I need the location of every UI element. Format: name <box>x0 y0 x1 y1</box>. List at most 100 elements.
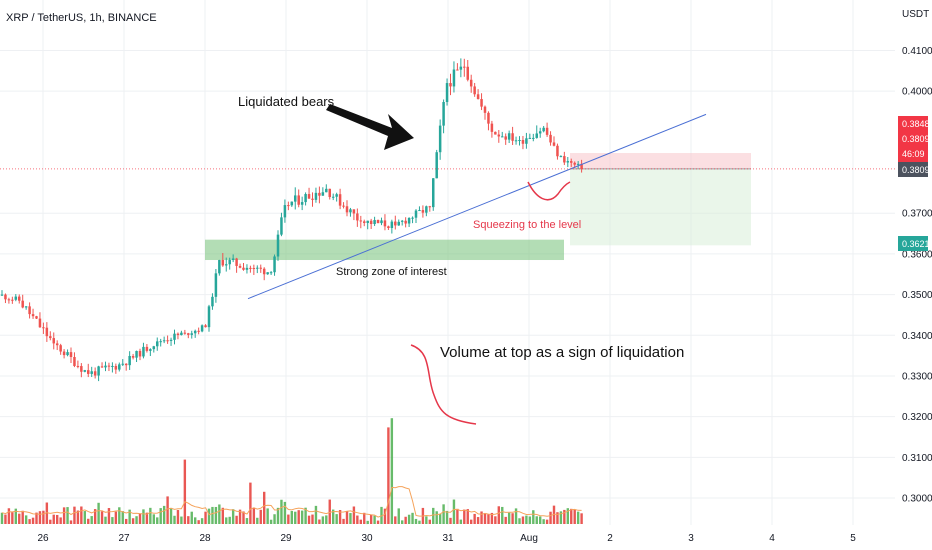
candle-body <box>18 296 21 301</box>
candle-body <box>269 272 273 274</box>
candle-body <box>259 267 262 269</box>
volume-bar <box>428 519 431 524</box>
candle-body <box>93 371 97 376</box>
candle-body <box>11 299 14 301</box>
volume-bar <box>535 516 538 524</box>
volume-bar <box>476 517 480 524</box>
volume-bar <box>197 520 200 524</box>
candle-body <box>338 194 342 206</box>
candle-body <box>24 306 28 308</box>
price-tick-label: 0.4000 <box>902 87 932 98</box>
position-risk-box[interactable] <box>570 153 751 169</box>
volume-bar <box>194 517 197 524</box>
volume-bar <box>383 508 387 524</box>
volume-bar <box>14 508 17 524</box>
volume-bar <box>456 508 459 524</box>
volume-bar <box>231 509 235 524</box>
volume-bar <box>211 506 214 524</box>
volume-bar <box>159 508 162 524</box>
volume-bar <box>307 515 311 524</box>
volume-bar <box>97 502 100 524</box>
volume-bar <box>376 520 380 524</box>
volume-bar <box>173 515 176 524</box>
volume-bar <box>228 516 231 524</box>
candle-body <box>256 267 259 269</box>
candle-body <box>7 299 11 301</box>
time-tick-label: 5 <box>850 533 856 544</box>
price-tick-label: 0.3600 <box>902 249 932 260</box>
candle-body <box>62 351 66 356</box>
candle-body <box>111 365 114 367</box>
interest-zone-rect[interactable] <box>205 239 564 261</box>
volume-bar <box>563 509 566 524</box>
volume-bar <box>45 502 49 524</box>
candle-body <box>356 213 359 221</box>
volume-bar <box>245 518 249 524</box>
volume-bar <box>66 507 69 524</box>
candle-body <box>159 341 162 343</box>
volume-bar <box>549 511 552 524</box>
candle-body <box>504 136 507 140</box>
candle-body <box>580 163 583 169</box>
squeeze-curve-annotation <box>527 181 571 201</box>
interest-zone-layer <box>205 239 564 261</box>
candle-body <box>411 217 414 219</box>
volume-bar <box>369 514 373 524</box>
time-tick-label: 2 <box>607 533 613 544</box>
candle-body <box>287 205 290 207</box>
volume-bar <box>363 512 366 524</box>
volume-bar <box>294 511 297 524</box>
candle-body <box>549 134 552 143</box>
candle-body <box>45 327 49 337</box>
candle-body <box>349 209 352 213</box>
volume-bar <box>449 517 452 524</box>
candle-body <box>118 364 121 370</box>
volume-bar <box>518 518 521 524</box>
candle-body <box>218 260 221 274</box>
candle-body <box>249 267 252 269</box>
volume-bar <box>490 512 494 524</box>
candle-body <box>359 220 363 222</box>
time-tick-label: 31 <box>442 533 454 544</box>
volume-bar <box>24 515 28 524</box>
volume-bar <box>176 510 180 524</box>
candle-body <box>280 217 283 235</box>
volume-bar <box>276 507 280 524</box>
price-tick-label: 0.4100 <box>902 46 932 57</box>
volume-bar <box>121 511 124 524</box>
candle-body <box>166 340 169 342</box>
volume-bar <box>190 511 193 524</box>
support-trendline[interactable] <box>247 113 707 300</box>
volume-bar <box>463 509 466 524</box>
volume-bar <box>328 499 331 524</box>
volume-bar <box>87 518 90 524</box>
candle-body <box>518 140 521 141</box>
volume-bar <box>338 510 342 524</box>
liquidated-bears-label: Liquidated bears <box>238 94 335 109</box>
price-tick-label: 0.3200 <box>902 412 932 423</box>
volume-bar <box>373 515 376 524</box>
candle-body <box>83 370 87 372</box>
volume-bar <box>69 520 73 524</box>
price-tick-label: 0.3100 <box>902 453 932 464</box>
candle-body <box>421 210 425 213</box>
candle-body <box>76 365 80 367</box>
candle-body <box>55 343 59 346</box>
volume-bar <box>300 510 304 524</box>
volume-note-label: Volume at top as a sign of liquidation <box>440 344 684 361</box>
position-reward-box[interactable] <box>570 168 751 246</box>
volume-bar <box>321 516 325 524</box>
candle-body <box>135 350 138 358</box>
chart-title: XRP / TetherUS, 1h, BINANCE <box>6 12 157 24</box>
candle-body <box>124 363 128 366</box>
candle-body <box>511 133 514 141</box>
volume-bar <box>473 513 476 524</box>
candle-body <box>131 355 135 358</box>
volume-bar <box>401 520 404 524</box>
price-tick-label: 0.3000 <box>902 494 932 505</box>
volume-bar <box>325 515 328 524</box>
candle-body <box>369 220 373 225</box>
volume-bar <box>273 514 276 524</box>
candle-body <box>573 162 576 165</box>
